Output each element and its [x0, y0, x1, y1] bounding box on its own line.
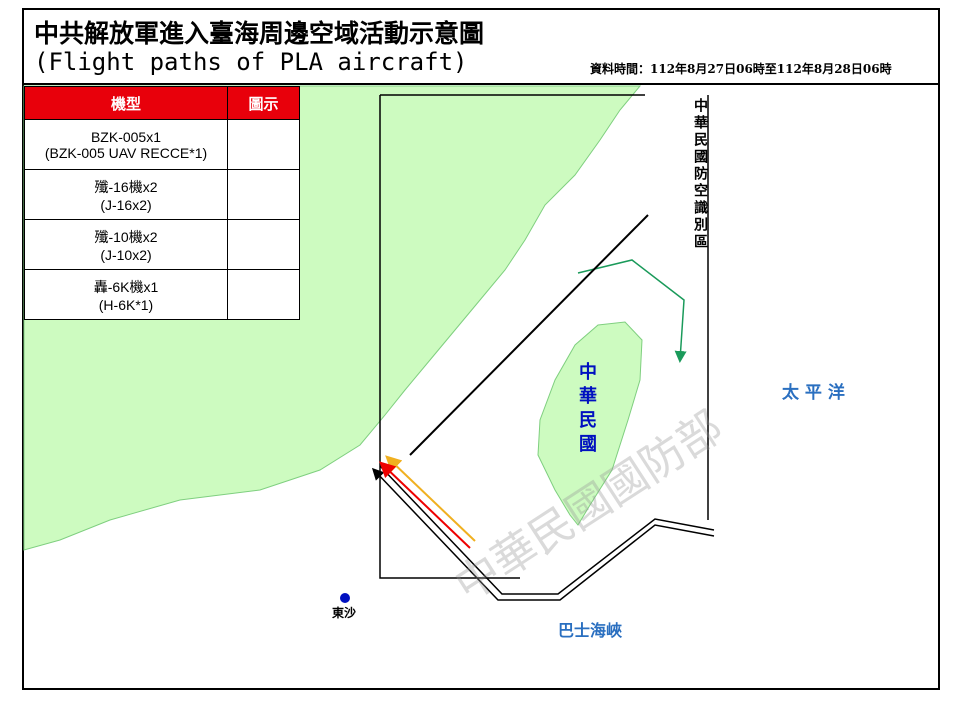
legend-entry: 殲-16機x2 (J-16x2) [24, 169, 228, 220]
legend-text: (J-10x2) [100, 246, 152, 263]
legend-text: (BZK-005 UAV RECCE*1) [44, 144, 208, 161]
legend-text: 殲-16機x2 [94, 178, 158, 195]
legend-text: 殲-10機x2 [94, 228, 158, 245]
adiz-boundary [379, 94, 709, 579]
data-time: 資料時間：112年8月27日06時至112年8月28日06時 [590, 62, 892, 76]
pacific-label: 太 平 洋 [782, 383, 845, 403]
legend-entry: BZK-005x1 (BZK-005 UAV RECCE*1) [24, 119, 228, 170]
legend-header: 圖示 [227, 86, 300, 120]
legend-icon-cell [227, 219, 300, 270]
title: 中共解放軍進入臺海周邊空域活動示意圖 [34, 19, 485, 48]
subtitle: (Flight paths of PLA aircraft) [34, 48, 468, 76]
flight-path [577, 259, 687, 363]
legend-text: BZK-005x1 [90, 128, 162, 145]
flight-path [409, 214, 649, 456]
flight-path [385, 455, 476, 542]
bashi-label: 巴士海峽 [558, 621, 623, 640]
legend-text: (H-6K*1) [98, 296, 154, 313]
dongsha-marker [340, 593, 350, 603]
frame [22, 8, 940, 690]
legend-text: 轟-6K機x1 [93, 278, 159, 295]
legend: 機型 圖示 BZK-005x1 (BZK-005 UAV RECCE*1) 殲-16機… [24, 86, 300, 320]
legend-icon-cell [227, 269, 300, 320]
legend-header: 機型 [24, 86, 228, 120]
legend-icon-cell [227, 119, 300, 170]
dongsha-label: 東沙 [332, 606, 357, 620]
flight-path [379, 465, 715, 595]
flight-path [371, 467, 715, 601]
header-rule [22, 83, 938, 85]
legend-entry: 轟-6K機x1 (H-6K*1) [24, 269, 228, 320]
taiwan-label: 中華民國 [576, 362, 597, 458]
legend-icon-cell [227, 169, 300, 220]
adiz-label: 中華民國防空識別區 [692, 98, 708, 251]
legend-entry: 殲-10機x2 (J-10x2) [24, 219, 228, 270]
taiwan-island [537, 321, 643, 526]
flight-path [379, 461, 471, 549]
legend-text: (J-16x2) [100, 196, 152, 213]
